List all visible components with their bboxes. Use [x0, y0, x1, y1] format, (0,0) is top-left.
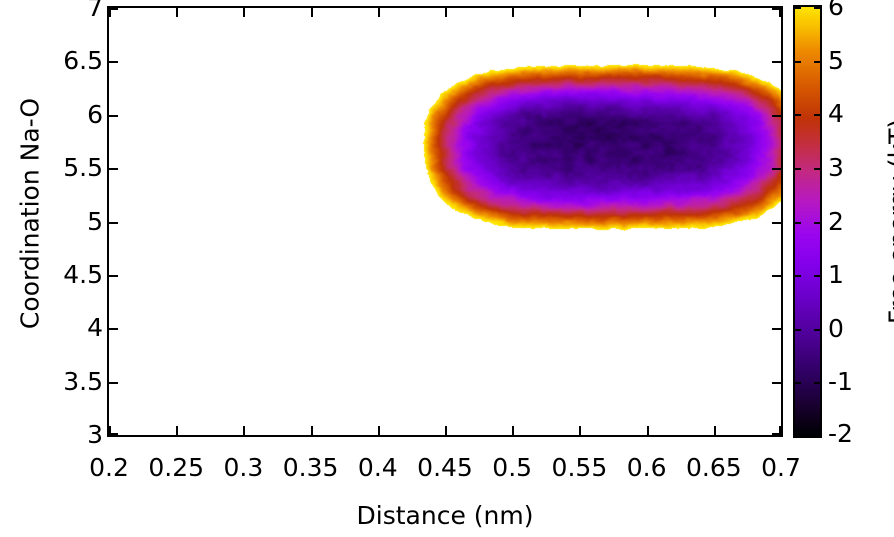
y-tick	[772, 274, 781, 277]
y-tick	[772, 381, 781, 384]
x-tick	[713, 8, 716, 17]
y-tick	[772, 61, 781, 64]
colorbar-tick	[793, 167, 801, 170]
y-tick	[109, 168, 118, 171]
y-tick	[772, 168, 781, 171]
colorbar-tick	[814, 328, 822, 331]
x-tick	[512, 8, 515, 17]
y-tick	[109, 328, 118, 331]
colorbar-tick-label: 0	[828, 313, 844, 343]
y-tick	[772, 328, 781, 331]
x-tick	[377, 426, 380, 435]
colorbar-tick	[793, 328, 801, 331]
x-tick-label: 0.5	[492, 453, 533, 482]
colorbar-tick	[793, 275, 801, 278]
colorbar-title: Free energy (kT)	[883, 118, 894, 325]
x-tick	[512, 426, 515, 435]
x-tick-label: 0.25	[148, 453, 205, 482]
colorbar-tick	[814, 167, 822, 170]
x-tick	[310, 8, 313, 17]
y-tick	[109, 274, 118, 277]
y-tick	[109, 61, 118, 64]
y-tick-label: 3.5	[63, 366, 103, 396]
x-tick-label: 0.2	[89, 453, 129, 482]
colorbar-tick-label: -2	[828, 419, 853, 448]
x-tick	[109, 8, 111, 17]
colorbar-tick	[814, 434, 822, 436]
x-tick-label: 0.4	[357, 453, 398, 482]
y-tick-label: 3	[87, 420, 103, 449]
colorbar-tick	[793, 434, 801, 436]
x-tick	[445, 8, 447, 17]
y-tick-label: 5	[87, 206, 103, 236]
y-tick	[109, 221, 118, 224]
y-tick-label: 7	[87, 0, 103, 22]
colorbar-tick-label: 2	[828, 206, 844, 236]
x-tick	[176, 8, 179, 17]
colorbar-tick	[793, 7, 801, 9]
x-tick	[243, 426, 246, 435]
x-tick-label: 0.45	[417, 453, 473, 482]
x-tick	[310, 426, 313, 435]
colorbar-tick	[793, 382, 801, 385]
colorbar-tick	[814, 114, 822, 117]
x-tick	[243, 8, 246, 17]
colorbar-tick-label: -1	[828, 367, 853, 397]
colorbar-tick	[814, 221, 822, 224]
x-tick	[579, 8, 582, 17]
colorbar-tick-label: 4	[828, 99, 844, 129]
x-tick	[445, 426, 447, 435]
colorbar-tick	[793, 60, 801, 63]
x-tick-label: 0.7	[761, 453, 801, 482]
y-tick-label: 6	[87, 99, 103, 129]
x-tick-label: 0.3	[223, 453, 264, 482]
colorbar-tick	[793, 221, 801, 224]
colorbar-tick-label: 6	[828, 0, 844, 21]
x-tick-label: 0.35	[282, 453, 339, 482]
y-tick	[109, 114, 118, 117]
plot-area	[107, 6, 783, 437]
colorbar-tick	[814, 7, 822, 9]
colorbar-tick	[814, 60, 822, 63]
x-tick	[176, 426, 179, 435]
x-tick	[779, 426, 781, 435]
y-tick-label: 4.5	[63, 259, 103, 289]
y-tick	[109, 433, 118, 435]
x-tick-label: 0.55	[551, 453, 608, 482]
y-tick	[772, 433, 781, 435]
y-tick	[109, 381, 118, 384]
y-tick	[772, 8, 781, 10]
colorbar-tick	[814, 275, 822, 278]
x-tick	[646, 8, 649, 17]
colorbar-tick	[814, 382, 822, 385]
heatmap-image	[109, 8, 781, 435]
y-tick-label: 6.5	[63, 46, 103, 76]
colorbar-tick-label: 1	[828, 260, 844, 290]
x-tick	[779, 8, 781, 17]
y-tick-label: 4	[87, 313, 103, 343]
y-tick	[772, 221, 781, 224]
x-tick	[377, 8, 380, 17]
y-tick	[772, 114, 781, 117]
y-axis-title: Coordination Na-O	[15, 97, 45, 330]
x-tick	[646, 426, 649, 435]
y-tick	[109, 8, 118, 10]
x-tick	[579, 426, 582, 435]
x-tick	[713, 426, 716, 435]
colorbar-tick-label: 5	[828, 45, 844, 75]
y-tick-label: 5.5	[63, 153, 103, 183]
x-tick-label: 0.6	[626, 453, 667, 482]
x-axis-title: Distance (nm)	[356, 501, 534, 530]
colorbar-tick	[793, 114, 801, 117]
colorbar-tick-label: 3	[828, 152, 844, 182]
x-tick-label: 0.65	[685, 453, 742, 482]
x-tick	[109, 426, 111, 435]
